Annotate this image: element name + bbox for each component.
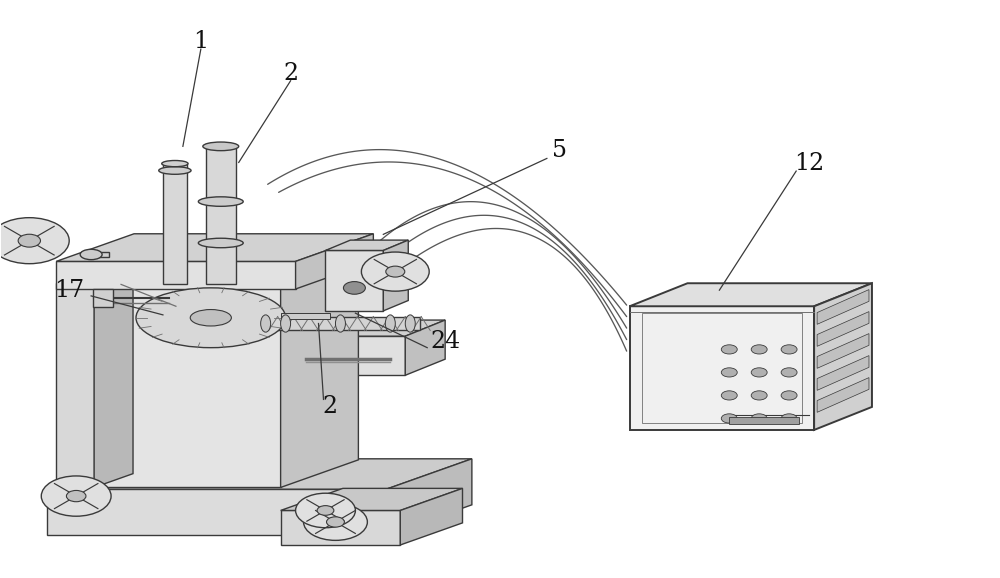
Ellipse shape — [159, 166, 191, 175]
Polygon shape — [325, 250, 383, 311]
Polygon shape — [56, 283, 94, 487]
Polygon shape — [296, 234, 373, 289]
Circle shape — [41, 476, 111, 516]
Circle shape — [317, 506, 334, 516]
Circle shape — [781, 391, 797, 400]
Ellipse shape — [190, 310, 231, 326]
Polygon shape — [206, 146, 236, 284]
Text: 2: 2 — [323, 395, 338, 418]
Ellipse shape — [281, 315, 291, 332]
Text: 17: 17 — [54, 279, 84, 302]
Circle shape — [327, 517, 344, 527]
Circle shape — [721, 345, 737, 354]
Circle shape — [343, 281, 365, 294]
Polygon shape — [47, 459, 472, 489]
Circle shape — [386, 266, 405, 277]
Circle shape — [296, 493, 355, 528]
Polygon shape — [261, 317, 420, 331]
Polygon shape — [817, 355, 869, 390]
Ellipse shape — [198, 238, 243, 248]
Ellipse shape — [198, 197, 243, 206]
Polygon shape — [291, 320, 445, 336]
Text: 24: 24 — [430, 331, 460, 353]
Polygon shape — [281, 510, 400, 545]
Polygon shape — [386, 459, 472, 535]
Text: 12: 12 — [794, 152, 824, 175]
Text: 1: 1 — [193, 30, 208, 53]
Circle shape — [721, 414, 737, 423]
Circle shape — [66, 491, 86, 502]
Polygon shape — [383, 240, 408, 311]
Polygon shape — [281, 255, 358, 487]
Polygon shape — [281, 313, 330, 319]
Circle shape — [751, 391, 767, 400]
Text: 5: 5 — [552, 139, 567, 162]
Polygon shape — [281, 488, 463, 510]
Circle shape — [361, 252, 429, 291]
Polygon shape — [163, 164, 187, 284]
Ellipse shape — [385, 315, 395, 332]
Polygon shape — [400, 488, 463, 545]
Polygon shape — [817, 334, 869, 368]
Polygon shape — [56, 234, 373, 261]
Polygon shape — [291, 336, 405, 375]
Polygon shape — [91, 255, 358, 283]
Circle shape — [721, 391, 737, 400]
Polygon shape — [630, 306, 814, 430]
Polygon shape — [47, 489, 386, 535]
Circle shape — [781, 345, 797, 354]
Polygon shape — [94, 269, 133, 487]
Polygon shape — [729, 417, 799, 424]
Polygon shape — [41, 237, 58, 244]
Polygon shape — [814, 283, 872, 430]
Polygon shape — [91, 251, 109, 257]
Circle shape — [751, 414, 767, 423]
Polygon shape — [56, 269, 133, 283]
Circle shape — [781, 368, 797, 377]
Ellipse shape — [136, 288, 286, 348]
Circle shape — [751, 345, 767, 354]
Circle shape — [304, 503, 367, 540]
Circle shape — [751, 368, 767, 377]
Ellipse shape — [162, 161, 188, 166]
Text: 2: 2 — [283, 62, 298, 85]
Circle shape — [18, 234, 40, 247]
Polygon shape — [405, 320, 445, 375]
Polygon shape — [817, 377, 869, 412]
Ellipse shape — [261, 315, 271, 332]
Ellipse shape — [405, 315, 415, 332]
Polygon shape — [817, 290, 869, 324]
Ellipse shape — [335, 315, 345, 332]
Polygon shape — [325, 240, 408, 250]
Ellipse shape — [203, 142, 239, 151]
Polygon shape — [93, 289, 113, 307]
Circle shape — [0, 218, 69, 264]
Polygon shape — [817, 312, 869, 346]
Circle shape — [721, 368, 737, 377]
Polygon shape — [630, 283, 872, 306]
Circle shape — [781, 414, 797, 423]
Polygon shape — [56, 261, 296, 289]
Ellipse shape — [80, 249, 102, 260]
Polygon shape — [91, 283, 281, 487]
